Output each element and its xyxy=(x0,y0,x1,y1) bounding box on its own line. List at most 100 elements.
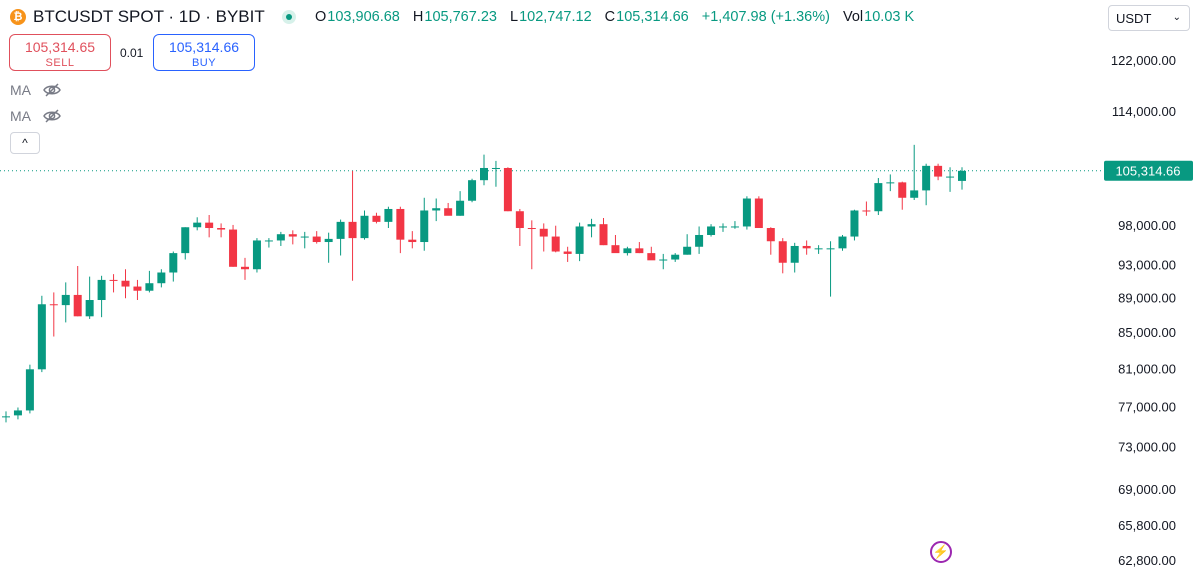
collapse-legend-button[interactable]: ^ xyxy=(10,132,40,154)
candle-up xyxy=(491,167,500,169)
price-tick-label: 114,000.00 xyxy=(1112,104,1176,119)
candle-up xyxy=(25,369,34,411)
candle-down xyxy=(109,279,118,281)
price-tick-label: 73,000.00 xyxy=(1118,440,1176,455)
candle-down xyxy=(551,236,560,252)
sell-label: SELL xyxy=(45,57,75,69)
price-tick-label: 69,000.00 xyxy=(1118,482,1176,497)
buy-button[interactable]: 105,314.66 BUY xyxy=(153,34,255,71)
candle-up xyxy=(85,300,94,317)
candle-up xyxy=(264,240,273,242)
candle-up xyxy=(97,279,106,301)
candle-up xyxy=(826,248,835,250)
candle-down xyxy=(217,228,226,230)
price-tick-label: 77,000.00 xyxy=(1118,400,1176,415)
candle-down xyxy=(527,228,536,230)
candle-up xyxy=(910,190,919,198)
flash-icon[interactable]: ⚡ xyxy=(930,541,952,563)
market-status-icon xyxy=(282,10,296,24)
candle-down xyxy=(73,294,82,317)
candle-up xyxy=(300,236,309,238)
candle-up xyxy=(790,245,799,263)
candle-down xyxy=(348,221,357,239)
indicator-label: MA xyxy=(10,82,31,98)
buy-label: BUY xyxy=(191,57,217,69)
candle-up xyxy=(742,198,751,227)
last-price-label: 105,314.66 xyxy=(1115,164,1180,179)
price-tick-label: 85,000.00 xyxy=(1118,325,1176,340)
eye-off-icon[interactable] xyxy=(42,108,62,124)
candle-down xyxy=(563,251,572,254)
price-tick-label: 65,800.00 xyxy=(1118,518,1176,533)
candle-up xyxy=(623,248,632,254)
candle-down xyxy=(611,245,620,254)
currency-select[interactable]: USDT ⌄ xyxy=(1108,5,1190,31)
sell-button[interactable]: 105,314.65 SELL xyxy=(9,34,111,71)
ohlc-legend: O103,906.68 H105,767.23 L102,747.12 C105… xyxy=(315,9,923,25)
last-price-line: 105,314.66 xyxy=(0,160,1193,181)
symbol-title[interactable]: BTCUSDT SPOT · 1D · BYBIT xyxy=(33,7,265,26)
candle-up xyxy=(730,226,739,228)
indicator-ma-2[interactable]: MA xyxy=(10,108,61,124)
candle-up xyxy=(456,200,465,216)
candle-down xyxy=(862,210,871,212)
candle-down xyxy=(754,198,763,229)
candle-up xyxy=(145,283,154,291)
candle-up xyxy=(2,416,10,418)
candle-down xyxy=(312,236,321,243)
candle-up xyxy=(324,238,333,243)
candle-down xyxy=(121,280,130,287)
eye-off-icon[interactable] xyxy=(42,82,62,98)
candle-down xyxy=(802,245,811,249)
candle-down xyxy=(934,165,943,177)
candle-up xyxy=(181,227,190,254)
candle-up xyxy=(886,182,895,184)
candle-down xyxy=(205,222,214,229)
low-value: 102,747.12 xyxy=(519,9,592,25)
candle-up xyxy=(838,236,847,249)
candle-up xyxy=(61,294,70,306)
candle-up xyxy=(37,304,46,370)
candle-up xyxy=(695,234,704,247)
high-value: 105,767.23 xyxy=(424,9,497,25)
candle-down xyxy=(539,228,548,237)
candle-up xyxy=(719,226,727,228)
candle-up xyxy=(420,210,429,243)
candle-up xyxy=(850,210,859,237)
candle-up xyxy=(432,208,441,211)
volume-label: Vol xyxy=(842,9,864,25)
candle-down xyxy=(898,182,907,198)
change-value: +1,407.98 (+1.36%) xyxy=(701,9,830,25)
candle-up xyxy=(874,183,883,212)
candle-up xyxy=(575,226,584,254)
candle-down xyxy=(49,304,58,306)
candle-down xyxy=(241,266,249,270)
candles xyxy=(2,144,966,423)
candle-up xyxy=(958,170,966,181)
price-tick-label: 93,000.00 xyxy=(1118,257,1176,272)
currency-value: USDT xyxy=(1116,11,1152,26)
candle-down xyxy=(288,234,297,237)
candle-up xyxy=(480,167,488,181)
indicator-ma-1[interactable]: MA xyxy=(10,82,61,98)
candle-up xyxy=(671,254,680,260)
sell-price: 105,314.65 xyxy=(24,39,96,55)
close-label: C xyxy=(604,9,616,25)
candle-down xyxy=(778,241,787,263)
candle-down xyxy=(766,228,775,242)
price-axis[interactable]: 122,000.00114,000.00105,314.6698,000.009… xyxy=(1111,53,1176,568)
candle-up xyxy=(193,222,202,228)
price-tick-label: 98,000.00 xyxy=(1118,218,1176,233)
price-tick-label: 89,000.00 xyxy=(1118,290,1176,305)
volume-value: 10.03 K xyxy=(864,9,915,25)
candle-down xyxy=(647,253,656,261)
candle-down xyxy=(396,208,405,240)
candle-down xyxy=(503,167,512,212)
buy-price: 105,314.66 xyxy=(168,39,240,55)
open-value: 103,906.68 xyxy=(327,9,400,25)
candle-up xyxy=(360,215,369,239)
candle-up xyxy=(587,224,596,227)
bitcoin-icon: ₿ xyxy=(10,9,26,25)
candle-up xyxy=(384,208,393,222)
